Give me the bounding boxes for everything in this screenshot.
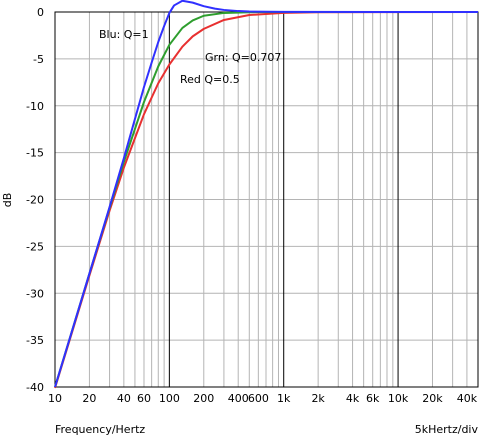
y-tick-label: -15 xyxy=(26,147,44,160)
x-tick-label: 1k xyxy=(277,392,291,405)
y-tick-label: 0 xyxy=(37,6,44,19)
x-tick-label: 40 xyxy=(117,392,131,405)
minor-grid xyxy=(55,11,479,388)
series-line xyxy=(54,11,479,389)
x-tick-label: 600 xyxy=(248,392,269,405)
x-division-note: 5kHertz/div xyxy=(415,423,479,436)
x-tick-label: 60 xyxy=(137,392,151,405)
series-label-green: Grn: Q=0.707 xyxy=(205,51,281,64)
series-label-blue: Blu: Q=1 xyxy=(99,28,149,41)
y-tick-labels: 0 -5 -10 -15 -20 -25 -30 -35 -40 xyxy=(26,6,44,394)
y-tick-label: -20 xyxy=(26,194,44,207)
x-tick-label: 200 xyxy=(193,392,214,405)
y-tick-label: -40 xyxy=(26,381,44,394)
series-label-red: Red Q=0.5 xyxy=(180,73,240,86)
x-tick-label: 100 xyxy=(159,392,180,405)
y-tick-label: -30 xyxy=(26,287,44,300)
y-tick-label: -25 xyxy=(26,240,44,253)
x-tick-label: 6k xyxy=(366,392,380,405)
series-line xyxy=(54,0,479,388)
y-tick-label: -10 xyxy=(26,100,44,113)
x-tick-label: 20k xyxy=(422,392,443,405)
x-tick-label: 40k xyxy=(457,392,478,405)
y-axis-label: dB xyxy=(1,193,14,208)
x-tick-label: 20 xyxy=(82,392,96,405)
x-tick-label: 400 xyxy=(228,392,249,405)
y-tick-label: -5 xyxy=(33,53,44,66)
x-tick-label: 2k xyxy=(311,392,325,405)
x-tick-label: 10k xyxy=(388,392,409,405)
curves xyxy=(54,0,479,389)
x-tick-labels: 10 20 40 60 100 200 400 600 1k 2k 4k 6k 10k 20k 40k xyxy=(48,392,478,405)
x-tick-label: 10 xyxy=(48,392,62,405)
x-axis-label: Frequency/Hertz xyxy=(55,423,145,436)
y-tick-label: -35 xyxy=(26,334,44,347)
x-tick-label: 4k xyxy=(346,392,360,405)
major-grid xyxy=(168,12,399,387)
